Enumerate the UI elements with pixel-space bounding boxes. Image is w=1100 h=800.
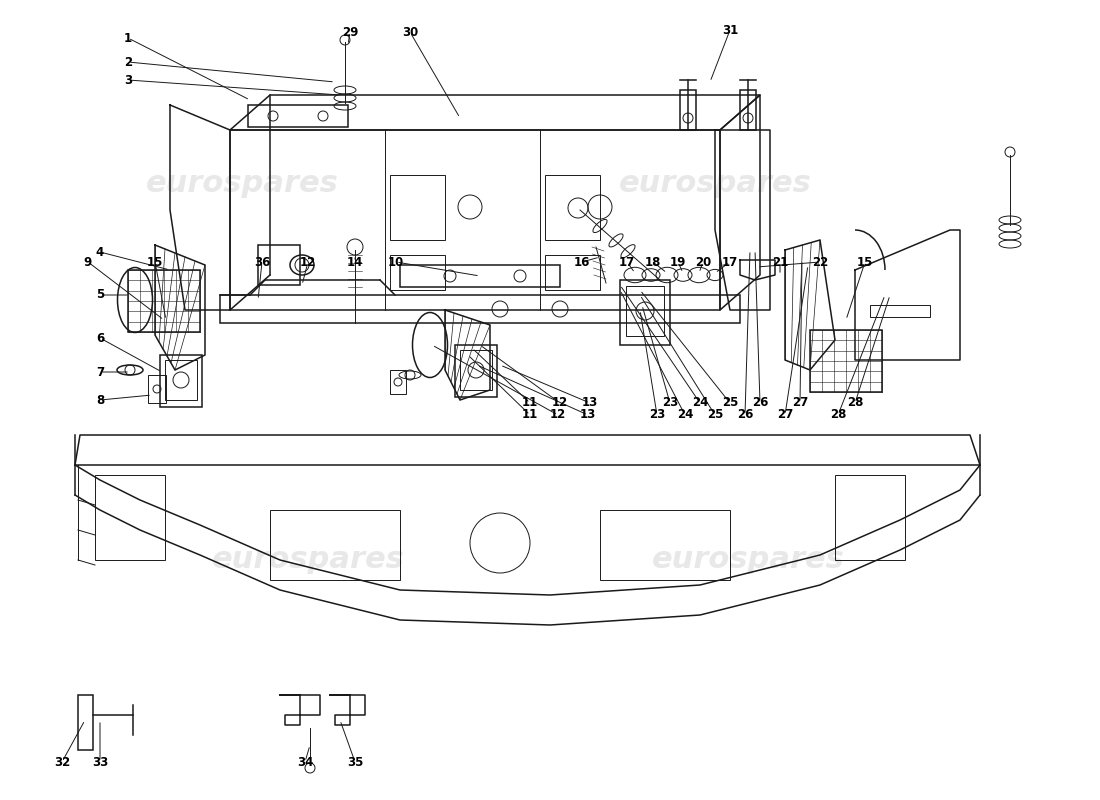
Text: 8: 8 — [96, 394, 104, 406]
Bar — [455, 345, 497, 397]
Text: 10: 10 — [388, 255, 404, 269]
Text: 15: 15 — [146, 255, 163, 269]
Text: 24: 24 — [692, 397, 708, 410]
Text: 21: 21 — [772, 255, 788, 269]
Text: 12: 12 — [550, 409, 566, 422]
Bar — [165, 360, 197, 400]
Text: 1: 1 — [124, 31, 132, 45]
Text: 11: 11 — [521, 397, 538, 410]
Text: eurospares: eurospares — [618, 170, 812, 198]
Text: 9: 9 — [84, 255, 92, 269]
Text: 16: 16 — [574, 255, 591, 269]
Text: 28: 28 — [847, 397, 864, 410]
Bar — [870, 305, 930, 317]
Text: 26: 26 — [737, 409, 754, 422]
Text: 23: 23 — [662, 397, 678, 410]
Bar — [810, 330, 882, 392]
Text: 30: 30 — [402, 26, 418, 38]
Bar — [600, 510, 730, 580]
Bar — [220, 295, 740, 323]
Text: 11: 11 — [521, 409, 538, 422]
Bar — [835, 475, 905, 560]
Bar — [248, 105, 348, 127]
Text: 6: 6 — [96, 331, 104, 345]
Text: 33: 33 — [92, 755, 108, 769]
Text: 35: 35 — [346, 755, 363, 769]
Text: 4: 4 — [96, 246, 104, 258]
Text: 25: 25 — [722, 397, 738, 410]
Bar — [680, 90, 696, 130]
Text: 12: 12 — [552, 397, 568, 410]
Text: 31: 31 — [722, 23, 738, 37]
Text: 26: 26 — [751, 397, 768, 410]
Bar — [460, 350, 492, 390]
Text: 17: 17 — [722, 255, 738, 269]
Text: eurospares: eurospares — [145, 170, 339, 198]
Text: 13: 13 — [580, 409, 596, 422]
Text: 7: 7 — [96, 366, 104, 378]
Bar — [740, 90, 756, 130]
Bar — [390, 255, 446, 290]
Text: 27: 27 — [792, 397, 808, 410]
Bar — [544, 255, 600, 290]
Bar — [160, 355, 202, 407]
Text: 32: 32 — [54, 755, 70, 769]
Text: 25: 25 — [707, 409, 723, 422]
Text: 24: 24 — [676, 409, 693, 422]
Bar — [258, 245, 300, 285]
Text: 2: 2 — [124, 55, 132, 69]
Text: 27: 27 — [777, 409, 793, 422]
Text: 13: 13 — [582, 397, 598, 410]
Text: 20: 20 — [695, 255, 711, 269]
Bar — [620, 280, 670, 345]
Text: 15: 15 — [857, 255, 873, 269]
Bar — [148, 375, 166, 403]
Text: 14: 14 — [346, 255, 363, 269]
Text: 36: 36 — [254, 255, 271, 269]
Bar — [544, 175, 600, 240]
Bar — [270, 510, 400, 580]
Bar — [626, 286, 664, 336]
Bar — [390, 370, 406, 394]
Bar — [78, 695, 94, 750]
Text: 12: 12 — [300, 255, 316, 269]
Text: 22: 22 — [812, 255, 828, 269]
Text: eurospares: eurospares — [651, 546, 845, 574]
Text: 3: 3 — [124, 74, 132, 86]
Text: 23: 23 — [649, 409, 666, 422]
Bar — [128, 270, 200, 332]
Text: 5: 5 — [96, 289, 104, 302]
Text: eurospares: eurospares — [211, 546, 405, 574]
Text: 18: 18 — [645, 255, 661, 269]
Text: 17: 17 — [619, 255, 635, 269]
Bar — [400, 265, 560, 287]
Text: 34: 34 — [297, 755, 313, 769]
Bar — [390, 175, 446, 240]
Text: 29: 29 — [342, 26, 359, 38]
Text: 28: 28 — [829, 409, 846, 422]
Text: 19: 19 — [670, 255, 686, 269]
Bar — [95, 475, 165, 560]
